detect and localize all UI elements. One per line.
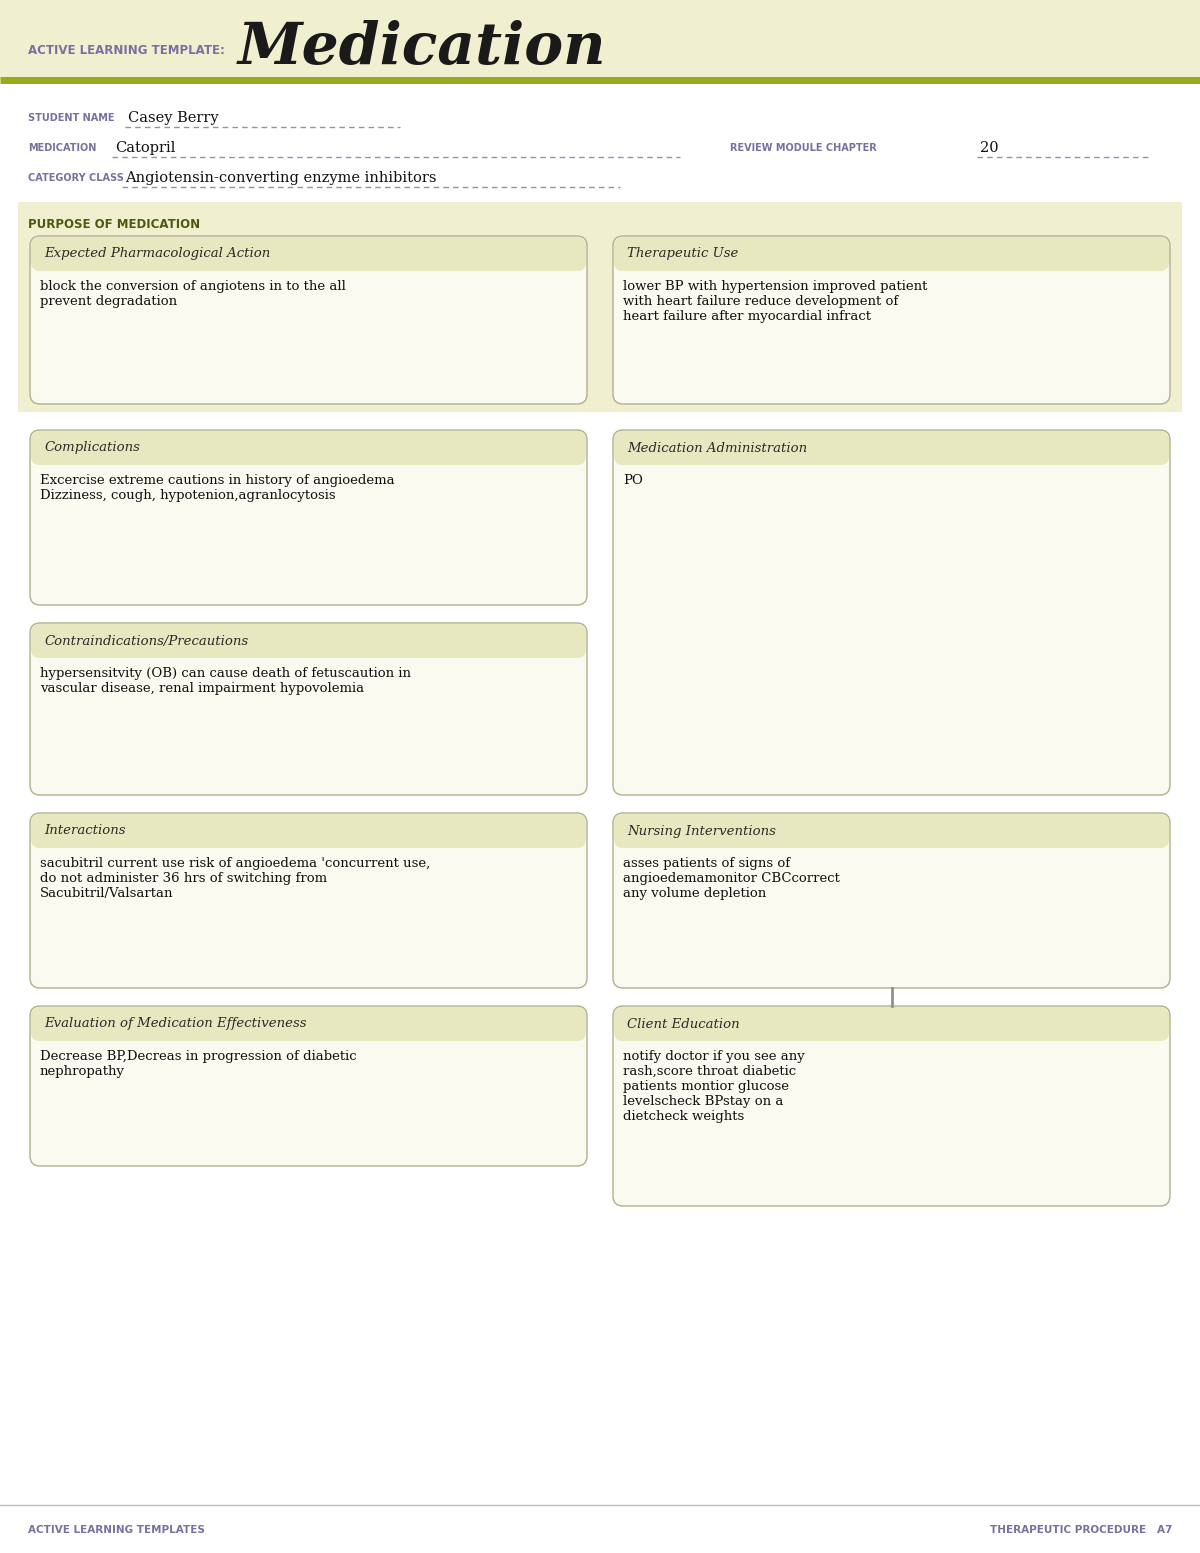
Text: asses patients of signs of
angioedemamonitor CBCcorrect
any volume depletion: asses patients of signs of angioedemamon…	[623, 857, 840, 901]
FancyBboxPatch shape	[31, 238, 586, 272]
FancyBboxPatch shape	[30, 814, 587, 988]
Text: Casey Berry: Casey Berry	[128, 110, 218, 124]
FancyBboxPatch shape	[614, 814, 1169, 848]
Text: hypersensitvity (OB) can cause death of fetuscaution in
vascular disease, renal : hypersensitvity (OB) can cause death of …	[40, 666, 410, 696]
Text: CATEGORY CLASS: CATEGORY CLASS	[28, 172, 124, 183]
Text: PO: PO	[623, 474, 643, 488]
Text: Contraindications/Precautions: Contraindications/Precautions	[44, 635, 248, 648]
FancyBboxPatch shape	[31, 814, 586, 848]
FancyBboxPatch shape	[613, 1006, 1170, 1207]
FancyBboxPatch shape	[30, 430, 587, 606]
Text: Complications: Complications	[44, 441, 140, 455]
Text: Therapeutic Use: Therapeutic Use	[628, 247, 738, 261]
FancyBboxPatch shape	[31, 624, 586, 658]
Text: STUDENT NAME: STUDENT NAME	[28, 113, 114, 123]
FancyBboxPatch shape	[18, 202, 1182, 412]
FancyBboxPatch shape	[31, 432, 586, 464]
Text: Medication Administration: Medication Administration	[628, 441, 808, 455]
Text: Excercise extreme cautions in history of angioedema
Dizziness, cough, hypotenion: Excercise extreme cautions in history of…	[40, 474, 395, 502]
Text: Evaluation of Medication Effectiveness: Evaluation of Medication Effectiveness	[44, 1017, 306, 1031]
FancyBboxPatch shape	[0, 0, 1200, 81]
Text: ACTIVE LEARNING TEMPLATES: ACTIVE LEARNING TEMPLATES	[28, 1525, 205, 1534]
Text: Expected Pharmacological Action: Expected Pharmacological Action	[44, 247, 270, 261]
Text: Decrease BP,Decreas in progression of diabetic
nephropathy: Decrease BP,Decreas in progression of di…	[40, 1050, 356, 1078]
FancyBboxPatch shape	[31, 1006, 586, 1041]
FancyBboxPatch shape	[30, 1006, 587, 1166]
FancyBboxPatch shape	[613, 236, 1170, 404]
FancyBboxPatch shape	[30, 623, 587, 795]
Text: MEDICATION: MEDICATION	[28, 143, 96, 154]
Text: sacubitril current use risk of angioedema 'concurrent use,
do not administer 36 : sacubitril current use risk of angioedem…	[40, 857, 431, 901]
Text: notify doctor if you see any
rash,score throat diabetic
patients montior glucose: notify doctor if you see any rash,score …	[623, 1050, 805, 1123]
Text: PURPOSE OF MEDICATION: PURPOSE OF MEDICATION	[28, 217, 200, 230]
FancyBboxPatch shape	[614, 432, 1169, 464]
Text: block the conversion of angiotens in to the all
prevent degradation: block the conversion of angiotens in to …	[40, 280, 346, 307]
Text: Catopril: Catopril	[115, 141, 175, 155]
Text: ACTIVE LEARNING TEMPLATE:: ACTIVE LEARNING TEMPLATE:	[28, 43, 224, 56]
FancyBboxPatch shape	[614, 1006, 1169, 1041]
Text: Client Education: Client Education	[628, 1017, 739, 1031]
Text: REVIEW MODULE CHAPTER: REVIEW MODULE CHAPTER	[730, 143, 877, 154]
Text: Interactions: Interactions	[44, 825, 126, 837]
Text: THERAPEUTIC PROCEDURE   A7: THERAPEUTIC PROCEDURE A7	[990, 1525, 1172, 1534]
Text: Angiotensin-converting enzyme inhibitors: Angiotensin-converting enzyme inhibitors	[125, 171, 437, 185]
Text: Nursing Interventions: Nursing Interventions	[628, 825, 776, 837]
Text: Medication: Medication	[238, 20, 607, 76]
FancyBboxPatch shape	[613, 430, 1170, 795]
FancyBboxPatch shape	[613, 814, 1170, 988]
FancyBboxPatch shape	[30, 236, 587, 404]
Text: lower BP with hypertension improved patient
with heart failure reduce developmen: lower BP with hypertension improved pati…	[623, 280, 928, 323]
Text: 20: 20	[980, 141, 998, 155]
FancyBboxPatch shape	[614, 238, 1169, 272]
